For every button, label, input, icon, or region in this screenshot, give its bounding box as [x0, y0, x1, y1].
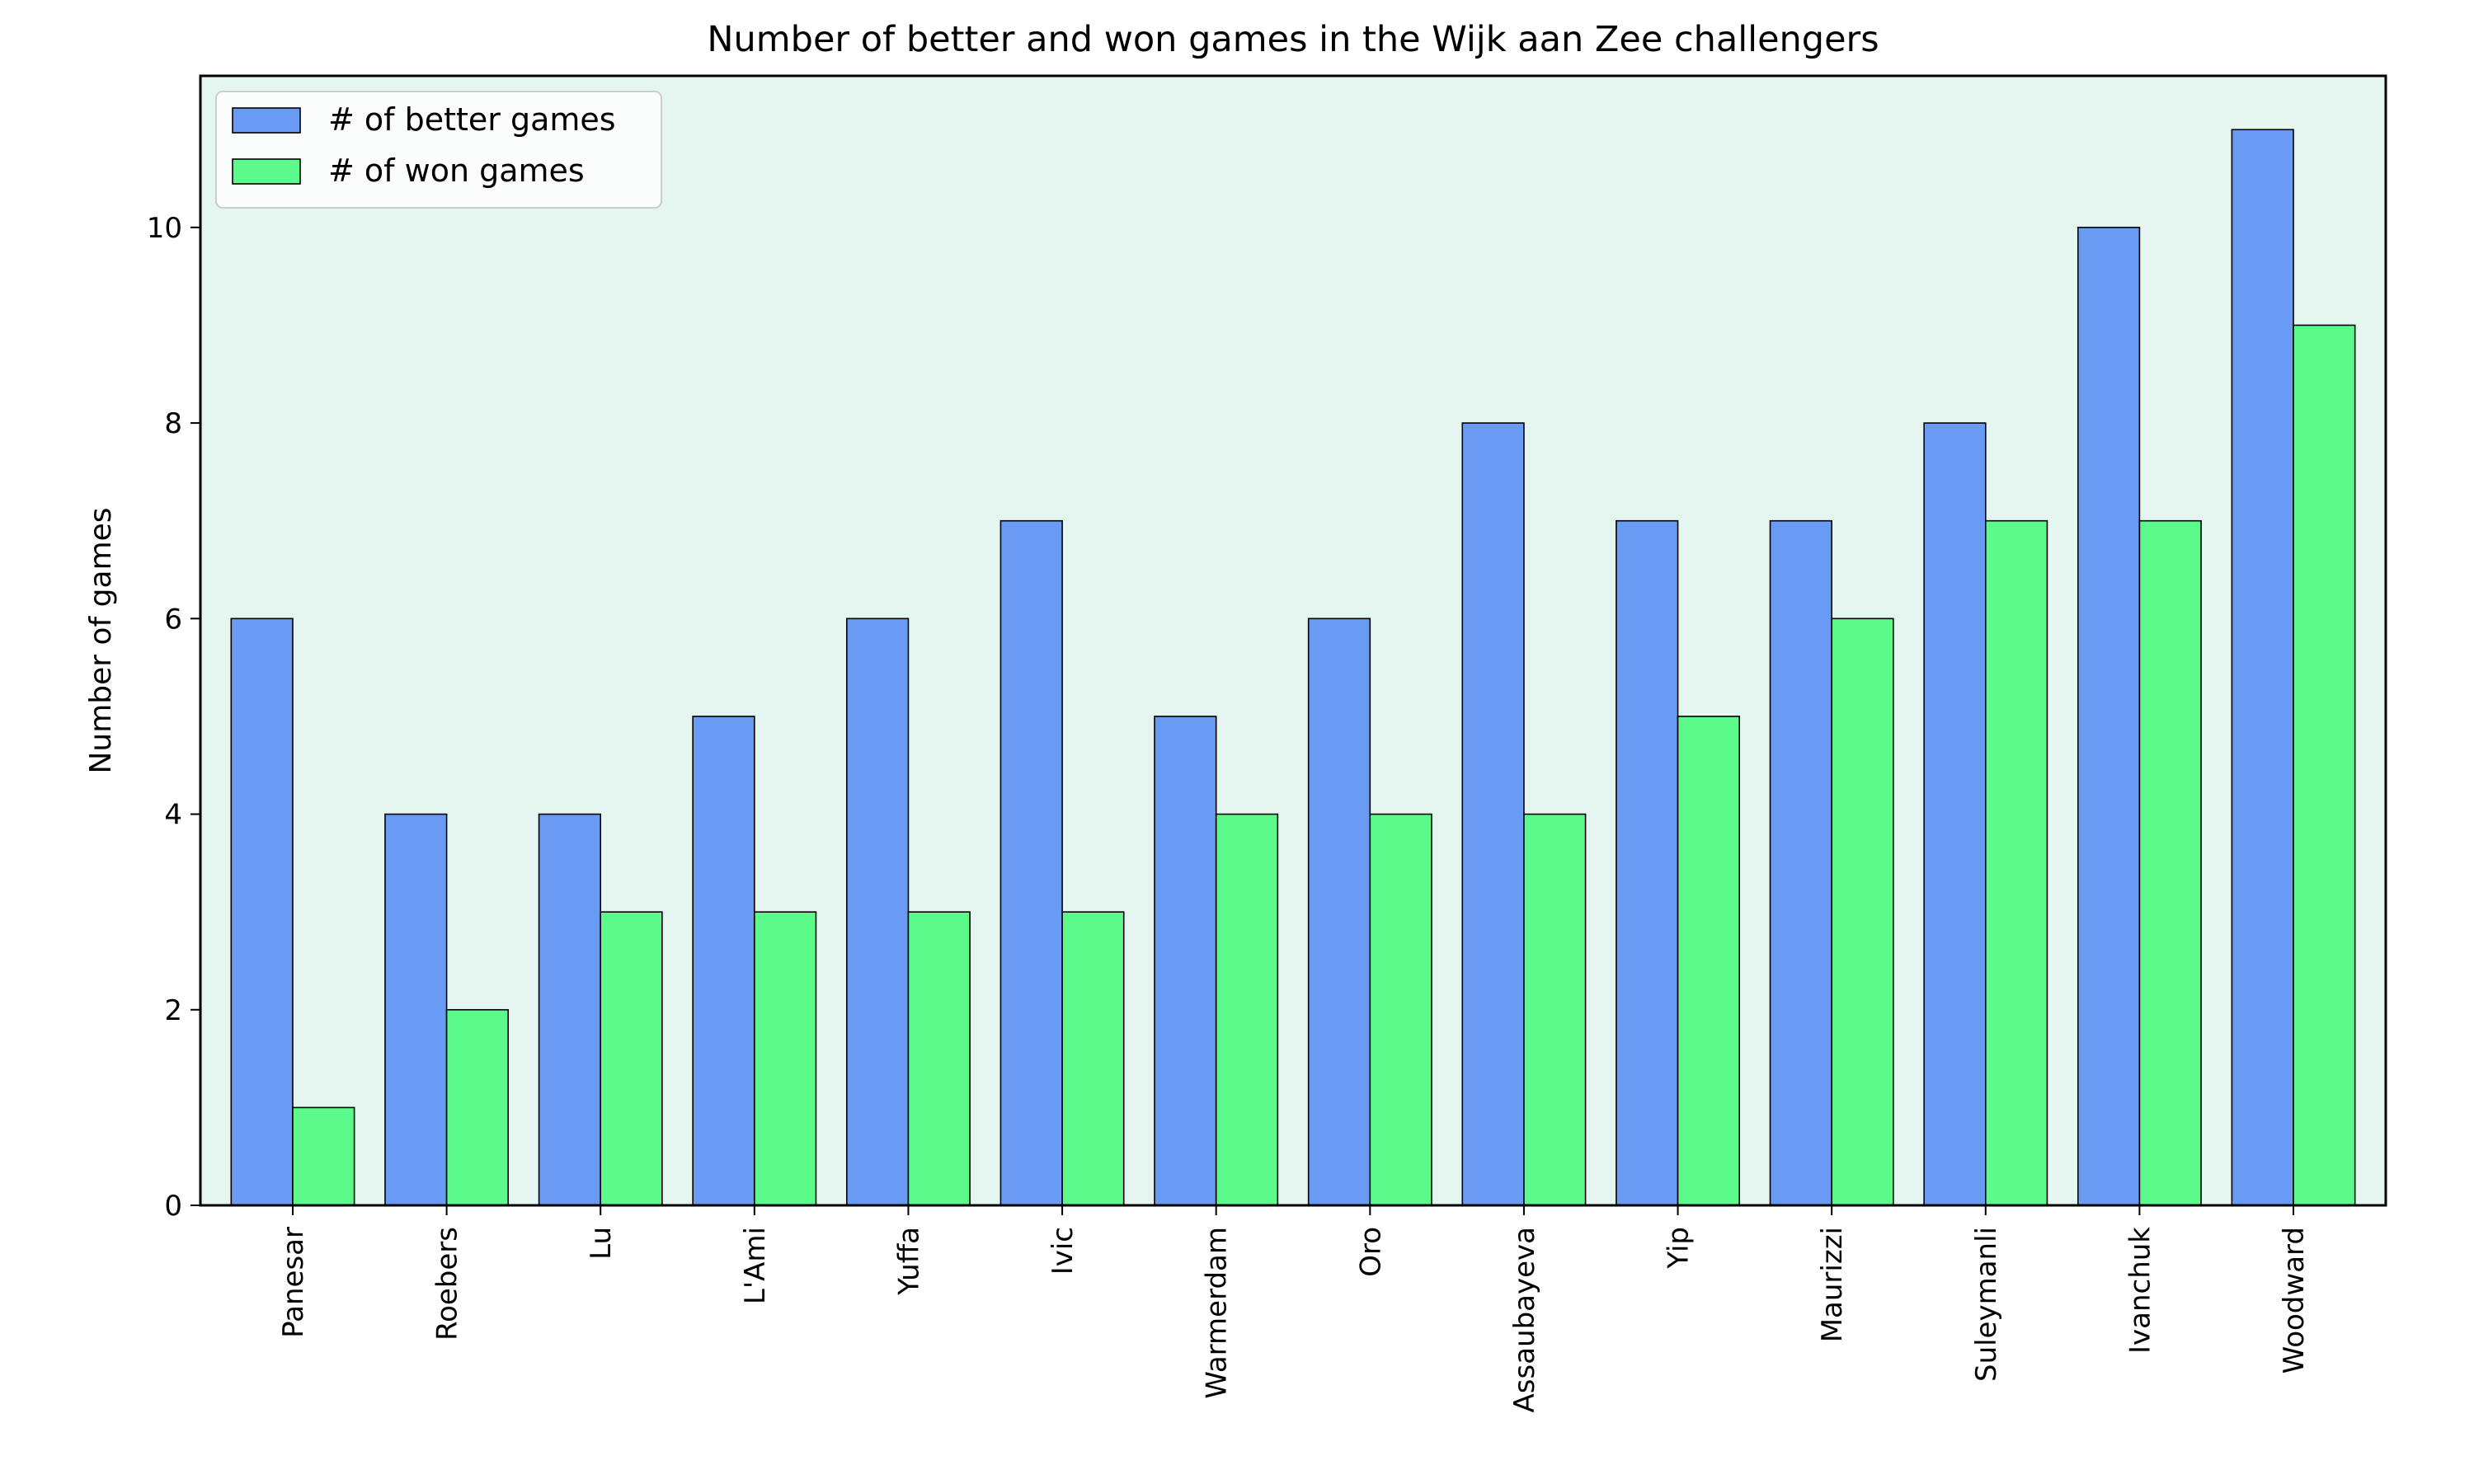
x-tick-label: Woodward	[2278, 1227, 2311, 1374]
x-tick-label: L'Ami	[739, 1227, 772, 1304]
x-tick-label: Ivic	[1047, 1227, 1079, 1275]
x-tick-label: Yip	[1663, 1227, 1696, 1270]
bar-won-13	[2293, 324, 2356, 1206]
y-tick-label: 4	[164, 799, 182, 832]
bar-better-0	[230, 618, 294, 1206]
bar-won-8	[1523, 813, 1587, 1206]
x-tick-label: Warmerdam	[1201, 1227, 1234, 1399]
bar-won-4	[907, 911, 971, 1206]
y-tick-label: 2	[164, 994, 182, 1027]
bar-won-9	[1677, 716, 1740, 1206]
legend-box	[215, 91, 662, 209]
bar-better-11	[1923, 422, 1987, 1206]
x-tick-label: Roebers	[431, 1227, 464, 1341]
bar-won-10	[1831, 618, 1894, 1206]
x-axis: Panesar Roebers Lu L'Ami Yuffa Ivic Warmerdam O…	[277, 1205, 2311, 1412]
legend-swatch-better	[232, 107, 301, 134]
x-tick-label: Panesar	[277, 1227, 310, 1338]
bars-group	[230, 129, 2356, 1206]
bar-better-8	[1461, 422, 1525, 1206]
bar-won-12	[2138, 519, 2202, 1206]
bar-won-5	[1061, 911, 1125, 1206]
bar-won-11	[1984, 519, 2048, 1206]
bar-better-1	[384, 813, 448, 1206]
plot-frame	[199, 74, 2387, 1207]
bar-better-9	[1616, 519, 1679, 1206]
legend-label: # of won games	[328, 153, 585, 189]
bar-won-7	[1369, 813, 1432, 1206]
bar-won-1	[445, 1008, 510, 1206]
legend-swatch-won	[232, 158, 301, 185]
bar-better-6	[1154, 716, 1217, 1206]
x-tick-label: Yuffa	[892, 1227, 925, 1296]
x-tick-label: Maurizzi	[1816, 1227, 1849, 1342]
x-tick-label: Lu	[585, 1227, 618, 1260]
bar-better-10	[1769, 519, 1832, 1206]
chart-title: Number of better and won games in the Wi…	[707, 19, 1879, 60]
y-tick-label: 8	[164, 407, 182, 440]
plot-background	[200, 76, 2386, 1205]
legend-label: # of better games	[328, 101, 616, 138]
bar-won-2	[600, 911, 663, 1206]
x-tick-label: Assaubayeva	[1508, 1227, 1541, 1412]
y-axis: 0 2 4 6 8 10	[147, 212, 200, 1223]
y-tick-label: 6	[164, 603, 182, 636]
bar-better-3	[692, 716, 755, 1206]
bar-won-6	[1215, 813, 1279, 1206]
y-tick-label: 0	[164, 1190, 182, 1223]
legend: # of better games # of won games	[215, 91, 662, 209]
x-tick-label: Ivanchuk	[2124, 1227, 2157, 1354]
x-tick-label: Suleymanli	[1970, 1227, 2003, 1382]
bar-won-3	[754, 911, 817, 1206]
y-axis-label: Number of games	[84, 507, 118, 773]
bar-better-13	[2231, 129, 2294, 1206]
bar-better-12	[2077, 227, 2141, 1206]
bar-better-4	[846, 618, 910, 1206]
bar-better-2	[538, 813, 602, 1206]
bar-better-5	[999, 519, 1063, 1206]
y-tick-label: 10	[147, 212, 182, 245]
x-tick-label: Oro	[1354, 1227, 1387, 1277]
bar-better-7	[1307, 618, 1371, 1206]
bar-won-0	[292, 1106, 355, 1206]
